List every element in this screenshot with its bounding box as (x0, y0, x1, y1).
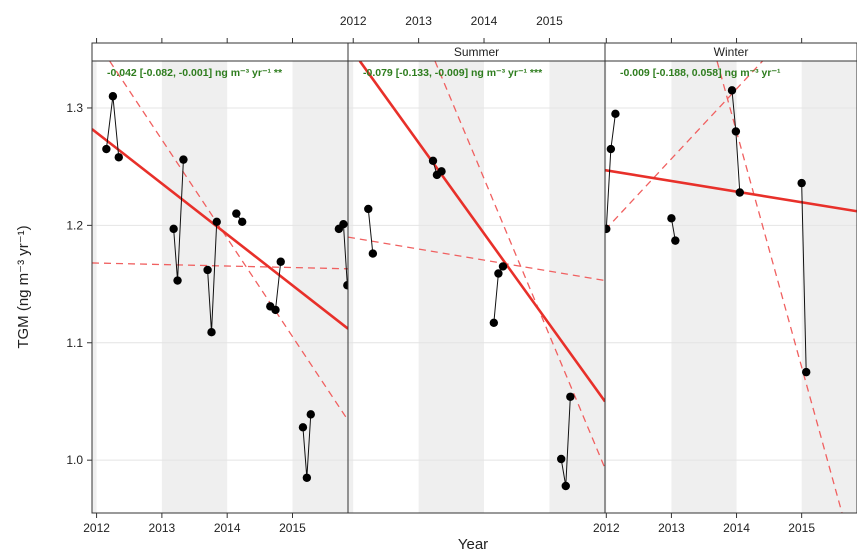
y-tick-label: 1.0 (66, 453, 83, 467)
data-point (611, 109, 620, 119)
y-axis-title: TGM (ng m⁻³ yr⁻¹) (15, 225, 32, 348)
x-tick-label: 2014 (214, 521, 241, 535)
data-point (498, 262, 508, 271)
ci-line-1 (92, 262, 348, 270)
year-band (348, 61, 354, 513)
x-tick-label: 2013 (658, 521, 685, 535)
panel-1: -0.042 [-0.082, -0.001] ng m⁻³ yr⁻¹ ** 20… (83, 38, 349, 535)
year-band (292, 61, 348, 513)
series-line-4 (801, 183, 807, 373)
trend-line (92, 128, 348, 330)
data-point (667, 214, 676, 223)
strip-header (91, 42, 349, 62)
x-tick-label: 2014 (471, 14, 498, 28)
data-point (605, 224, 611, 234)
y-tick-label: 1.3 (66, 101, 83, 115)
x-tick-label: 2012 (593, 521, 620, 535)
y-tick-label: 1.2 (66, 218, 83, 232)
data-point (489, 318, 499, 328)
data-point (364, 204, 373, 214)
data-point (566, 392, 575, 401)
data-point (102, 144, 111, 154)
data-point (802, 367, 811, 377)
data-point (561, 481, 570, 491)
data-point (606, 144, 616, 154)
year-band (671, 61, 737, 513)
trend-annotation: -0.079 [-0.133, -0.009] ng m⁻³ yr⁻¹ *** (363, 67, 543, 79)
data-point (114, 153, 123, 162)
ci-line-2 (434, 61, 605, 469)
data-point (731, 127, 741, 136)
x-tick-label: 2015 (279, 521, 306, 535)
data-point (343, 281, 348, 290)
year-band (801, 61, 857, 513)
panel-2: Summer -0.079 [-0.133, -0.009] ng m⁻³ yr⁻… (340, 14, 606, 514)
data-point (797, 178, 806, 188)
x-tick-label: 2012 (83, 521, 110, 535)
data-point (207, 328, 216, 337)
data-point (271, 305, 280, 315)
y-axis-title-unit: (ng m⁻³ yr⁻¹) (15, 225, 32, 311)
trend-line (605, 168, 857, 213)
x-tick-label: 2013 (149, 521, 176, 535)
x-tick-label: 2014 (723, 521, 750, 535)
data-point (169, 224, 178, 234)
data-point (212, 217, 221, 227)
data-point (179, 155, 188, 164)
x-tick-label: 2015 (788, 521, 815, 535)
data-point (232, 209, 241, 218)
panel-border (604, 60, 857, 514)
data-point (108, 92, 118, 101)
data-point (298, 423, 308, 432)
strip-label: Winter (714, 45, 749, 59)
trend-line (358, 61, 605, 403)
year-band (605, 61, 607, 513)
year-band (92, 61, 97, 513)
data-point (727, 86, 737, 95)
year-band (549, 61, 605, 513)
x-axis-title: Year (458, 536, 488, 551)
trend-annotation: -0.042 [-0.082, -0.001] ng m⁻³ yr⁻¹ ** (107, 67, 283, 79)
data-point (671, 236, 680, 245)
data-point (306, 410, 315, 419)
data-point (339, 219, 348, 229)
data-point (556, 454, 566, 464)
x-tick-label: 2015 (536, 14, 563, 28)
trend-annotation: -0.009 [-0.188, 0.058] ng m⁻³ yr⁻¹ (620, 67, 781, 79)
series-line-1 (367, 208, 374, 254)
data-point (428, 156, 438, 165)
data-point (173, 276, 182, 285)
data-point (276, 257, 285, 266)
panel-3: Winter -0.009 [-0.188, 0.058] ng m⁻³ yr⁻¹… (593, 38, 857, 535)
data-point (494, 269, 503, 278)
data-point (203, 265, 212, 275)
ci-line-1 (348, 236, 605, 282)
year-band (418, 61, 485, 513)
data-point (735, 188, 744, 197)
year-band (161, 61, 228, 513)
data-point (437, 167, 446, 176)
y-axis-title-name: TGM (15, 311, 32, 349)
data-point (238, 217, 247, 227)
x-tick-label: 2012 (340, 14, 367, 28)
strip-label: Summer (454, 45, 499, 59)
y-tick-label: 1.1 (66, 336, 83, 350)
data-point (302, 473, 312, 482)
ci-line-2 (716, 61, 843, 513)
data-point (368, 249, 378, 258)
x-tick-label: 2013 (405, 14, 432, 28)
ci-line-1 (605, 61, 764, 231)
